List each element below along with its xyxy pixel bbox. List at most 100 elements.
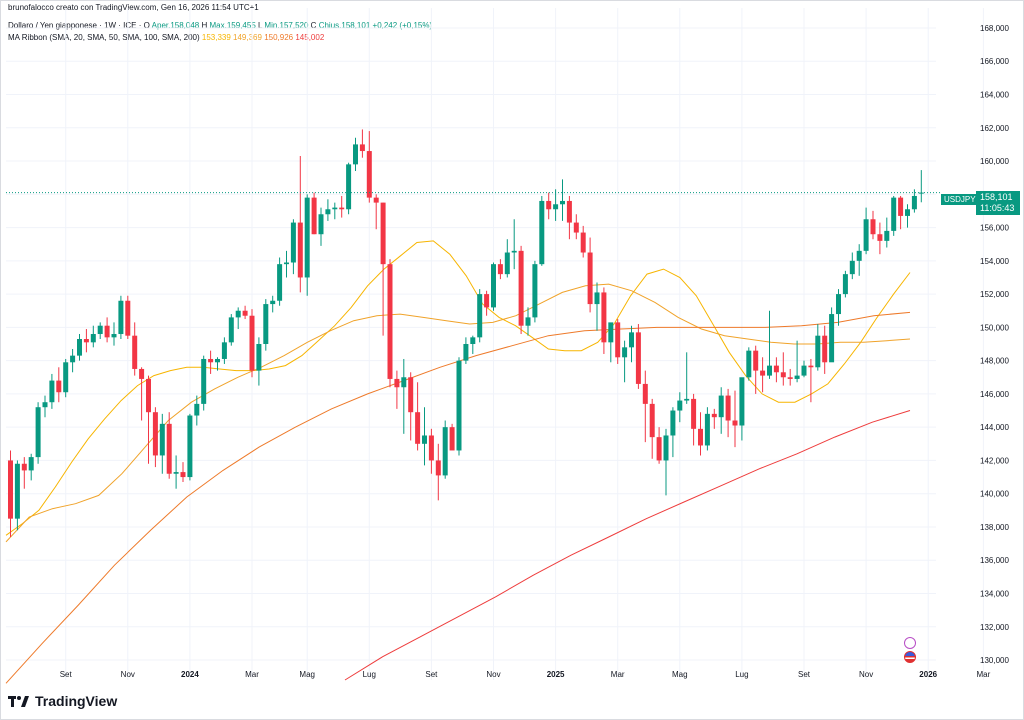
candle-body-down bbox=[753, 350, 759, 371]
candle-body-down bbox=[877, 234, 883, 241]
candle-body-down bbox=[394, 378, 400, 388]
time-tick-label: Mag bbox=[299, 670, 315, 679]
high-value: Max.159,455 bbox=[209, 21, 256, 30]
time-tick-label: Mar bbox=[611, 670, 625, 679]
candle-body-up bbox=[111, 334, 117, 338]
candle-body-down bbox=[635, 332, 641, 384]
open-value: Aper.158,048 bbox=[151, 21, 200, 30]
candle-body-down bbox=[104, 325, 110, 338]
candle-body-up bbox=[677, 400, 683, 411]
candle-body-up bbox=[194, 403, 200, 416]
tradingview-logo[interactable]: TradingView bbox=[8, 693, 117, 709]
time-tick-label: Lug bbox=[363, 670, 376, 679]
candle-body-up bbox=[346, 164, 352, 210]
candle-body-up bbox=[456, 360, 462, 451]
grid bbox=[6, 8, 984, 680]
price-tick-label: 144,000 bbox=[980, 423, 1009, 432]
candle-body-up bbox=[228, 317, 234, 343]
time-tick-label: Set bbox=[60, 670, 73, 679]
lightning-icon[interactable] bbox=[904, 637, 916, 649]
candle-body-down bbox=[297, 222, 303, 278]
candle-body-down bbox=[732, 420, 738, 426]
candle-body-down bbox=[366, 151, 372, 198]
candle-body-up bbox=[856, 250, 862, 261]
candle-body-down bbox=[152, 412, 158, 456]
symbol-description: Dollaro / Yen giapponese · 1W · ICE bbox=[8, 21, 137, 30]
candle-body-up bbox=[277, 264, 283, 301]
price-tick-label: 152,000 bbox=[980, 290, 1009, 299]
time-tick-label: Nov bbox=[486, 670, 500, 679]
candle-body-down bbox=[428, 435, 434, 461]
candle-body-up bbox=[325, 209, 331, 215]
candle-body-up bbox=[14, 463, 20, 519]
indicator-name: MA Ribbon (SMA, 20, SMA, 50, SMA, 100, S… bbox=[8, 33, 200, 42]
time-tick-label: Set bbox=[425, 670, 438, 679]
candle-body-up bbox=[35, 407, 41, 458]
candle-body-down bbox=[898, 197, 904, 216]
candle-body-up bbox=[684, 398, 690, 401]
candle-body-down bbox=[21, 463, 27, 471]
time-axis[interactable]: Set Nov 2024 Mar Mag Lug Set Nov 2025 Mar Mag Lug Se… bbox=[60, 670, 991, 679]
low-label: L bbox=[258, 21, 263, 30]
candle-body-down bbox=[656, 437, 662, 461]
time-tick-label: Lug bbox=[735, 670, 748, 679]
candle-body-up bbox=[663, 435, 669, 461]
candle-body-up bbox=[629, 332, 634, 348]
candle-body-down bbox=[566, 200, 572, 223]
candle-body-up bbox=[739, 377, 745, 426]
price-axis[interactable]: 130,000 132,000 134,000 136,000 138,000 140,0… bbox=[980, 24, 1009, 665]
candle-body-down bbox=[415, 412, 421, 444]
candle-body-down bbox=[249, 315, 255, 371]
candle-body-down bbox=[8, 460, 13, 519]
time-tick-label: Nov bbox=[121, 670, 135, 679]
price-tick-label: 136,000 bbox=[980, 556, 1009, 565]
candle-body-up bbox=[884, 230, 890, 241]
candle-body-up bbox=[532, 264, 538, 318]
candle-body-up bbox=[670, 410, 676, 436]
candles bbox=[8, 129, 924, 537]
candle-body-down bbox=[242, 310, 248, 316]
candle-body-up bbox=[525, 317, 531, 326]
time-tick-label: Nov bbox=[859, 670, 873, 679]
last-price-tag: 158,101 11:05:43 bbox=[976, 191, 1020, 215]
candle-body-down bbox=[497, 264, 503, 275]
price-tick-label: 138,000 bbox=[980, 523, 1009, 532]
candle-body-up bbox=[511, 250, 517, 253]
candle-body-up bbox=[608, 322, 614, 343]
candle-body-up bbox=[90, 334, 96, 343]
candle-body-down bbox=[787, 377, 793, 379]
candle-body-down bbox=[125, 300, 131, 336]
candle-body-up bbox=[28, 457, 34, 471]
symbol-info-line: Dollaro / Yen giapponese · 1W · ICE · O … bbox=[8, 21, 433, 30]
candle-body-up bbox=[539, 200, 545, 265]
author-line: brunofalocco creato con TradingView.com,… bbox=[8, 3, 259, 12]
candle-body-up bbox=[97, 325, 103, 335]
candle-body-up bbox=[318, 214, 324, 235]
tradingview-logo-icon bbox=[8, 694, 30, 708]
time-tick-label: 2025 bbox=[547, 670, 565, 679]
candle-body-down bbox=[484, 294, 490, 308]
candle-body-up bbox=[201, 358, 207, 404]
ma200-value: 145,002 bbox=[295, 33, 325, 42]
candle-body-down bbox=[180, 472, 186, 478]
candle-body-down bbox=[615, 322, 621, 358]
ma-line-sma-200 bbox=[344, 410, 911, 681]
candle-body-down bbox=[208, 358, 214, 363]
brand-name: TradingView bbox=[35, 693, 118, 709]
ma50-value: 149,369 bbox=[233, 33, 262, 42]
candle-body-up bbox=[118, 300, 124, 335]
candle-body-up bbox=[594, 292, 600, 305]
candle-body-up bbox=[304, 197, 310, 278]
candle-body-up bbox=[173, 472, 179, 474]
price-tick-label: 130,000 bbox=[980, 656, 1009, 665]
ma20-value: 153,339 bbox=[201, 33, 231, 42]
time-tick-label: Mar bbox=[977, 670, 991, 679]
candle-body-up bbox=[215, 358, 220, 363]
time-tick-label: Mar bbox=[245, 670, 259, 679]
candle-body-down bbox=[449, 427, 455, 451]
low-value: Min.157,520 bbox=[264, 21, 309, 30]
candle-body-up bbox=[815, 335, 821, 368]
candle-body-up bbox=[905, 209, 910, 216]
us-flag-icon[interactable] bbox=[904, 651, 916, 663]
